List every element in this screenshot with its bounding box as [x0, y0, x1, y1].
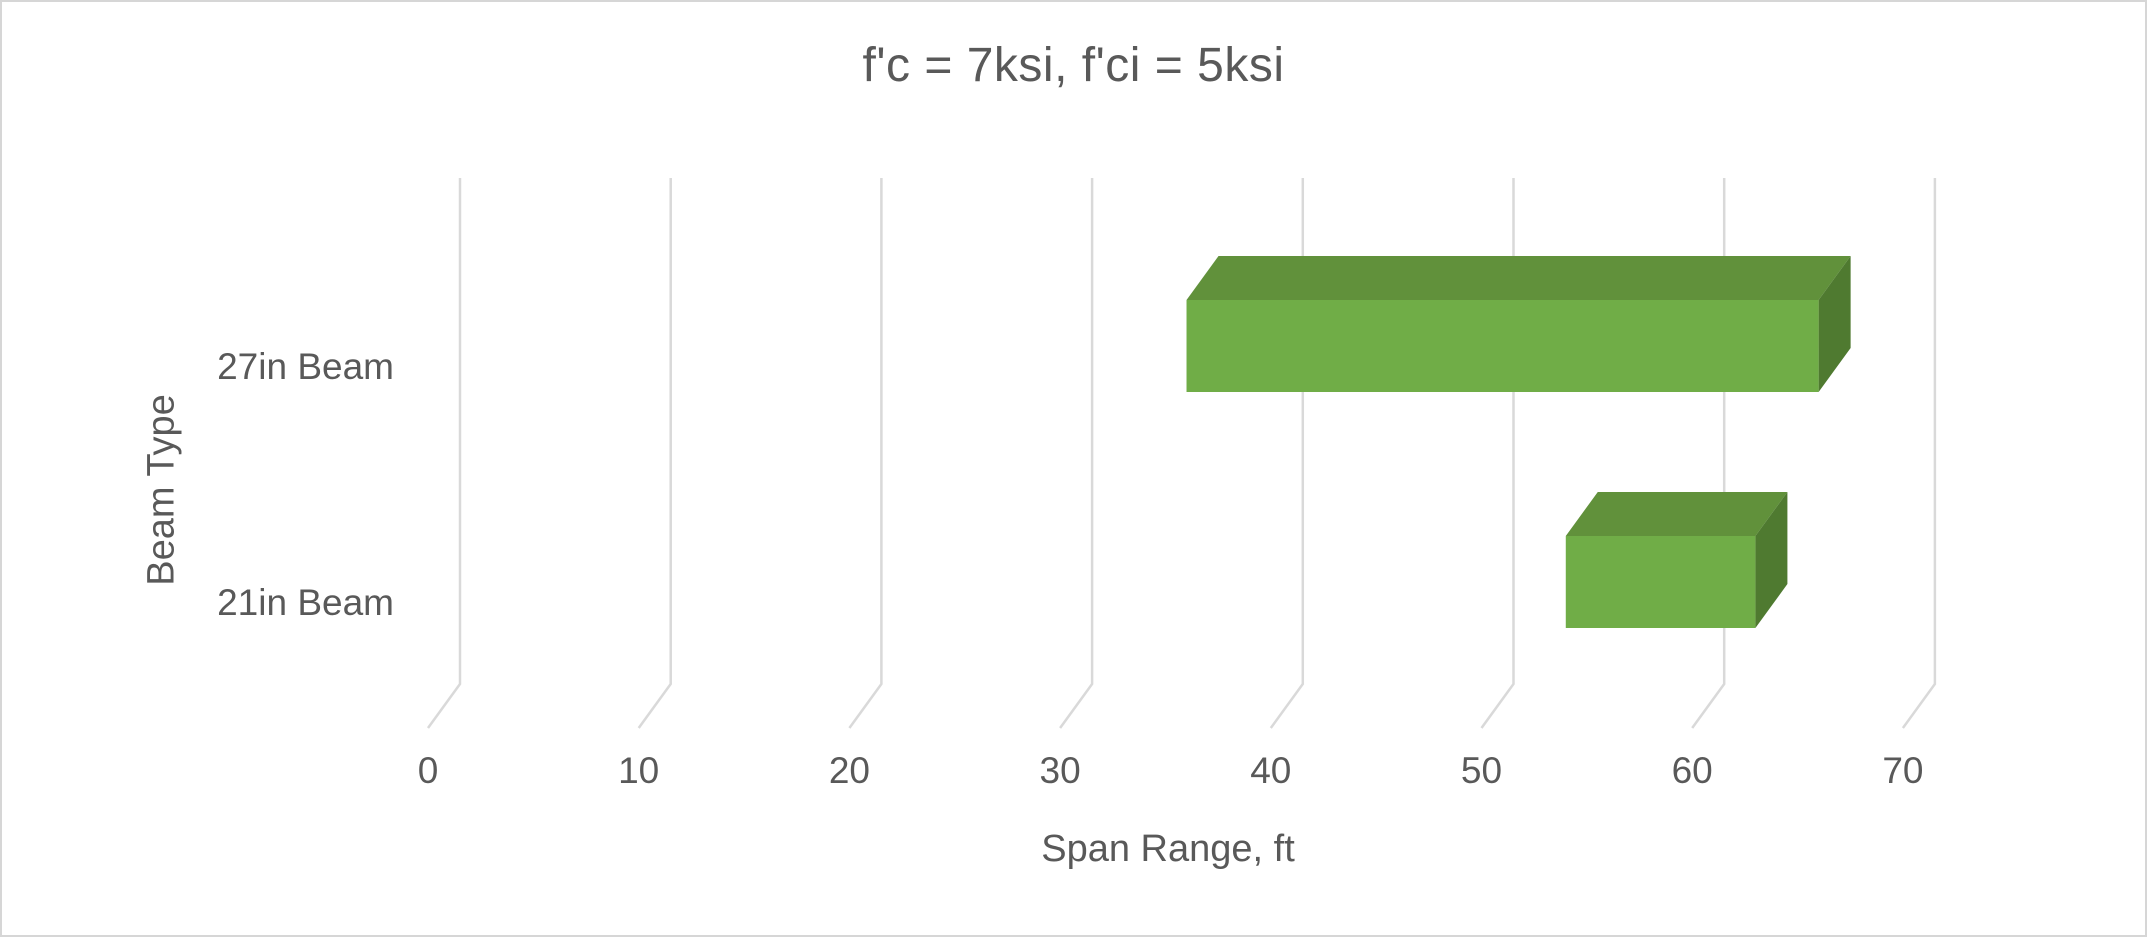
bar-21in-beam	[1565, 536, 1756, 628]
x-tick-label: 40	[1250, 750, 1291, 791]
gridline	[848, 178, 883, 729]
gridline	[637, 178, 672, 729]
x-tick-label: 10	[618, 750, 659, 791]
gridline	[426, 178, 462, 729]
x-tick-label: 70	[1882, 750, 1923, 791]
gridline	[1059, 178, 1094, 729]
x-tick-label: 60	[1672, 750, 1713, 791]
x-axis-title: Span Range, ft	[1041, 828, 1295, 870]
category-label: 27in Beam	[217, 346, 394, 387]
x-tick-label: 0	[418, 750, 439, 791]
bar-side-face-27in-beam	[1818, 256, 1851, 392]
chart-title: f'c = 7ksi, f'ci = 5ksi	[862, 39, 1285, 92]
x-tick-label: 50	[1461, 750, 1502, 791]
category-label: 21in Beam	[217, 582, 394, 623]
gridline	[1901, 178, 1937, 729]
x-tick-label: 20	[829, 750, 870, 791]
x-tick-label: 30	[1040, 750, 1081, 791]
bar-27in-beam	[1186, 300, 1819, 392]
bar-top-face-27in-beam	[1186, 256, 1851, 300]
bar-top-face-21in-beam	[1565, 492, 1788, 536]
bar-side-face-21in-beam	[1755, 492, 1788, 628]
